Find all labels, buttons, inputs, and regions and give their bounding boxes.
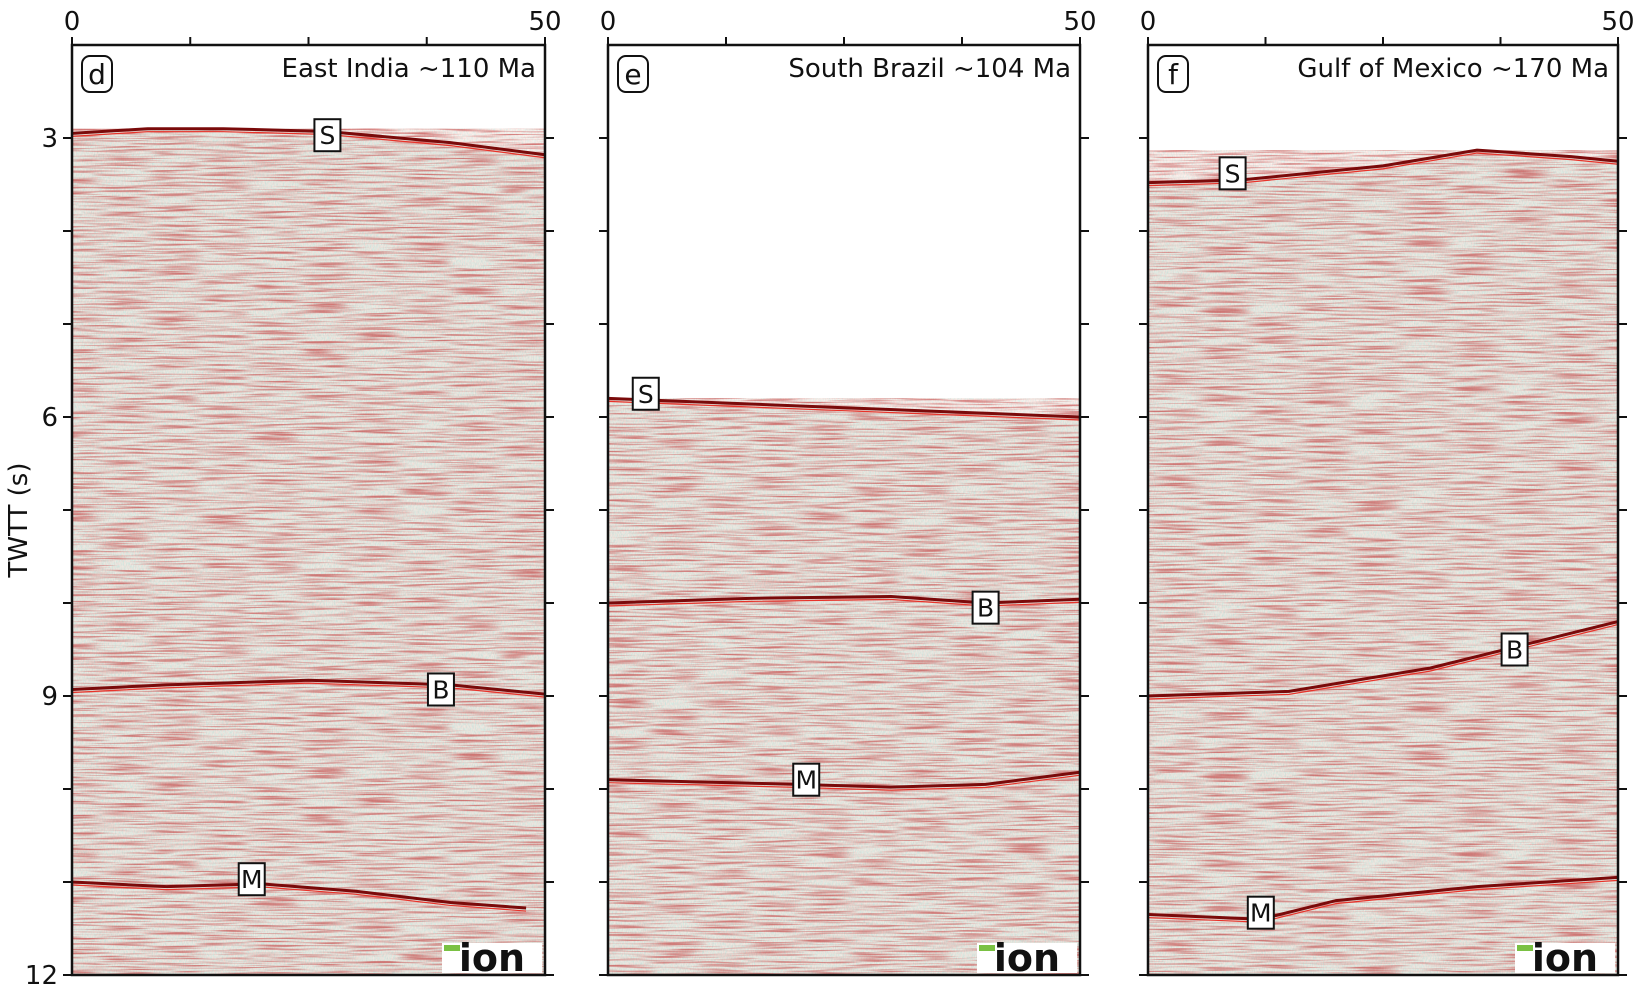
horizon-label-box	[1500, 632, 1529, 667]
horizon-label-box	[426, 672, 455, 707]
horizon-label-M: M	[795, 766, 817, 795]
seismic-reflectors	[72, 128, 545, 975]
panel-title: South Brazil ~104 Ma	[788, 54, 1071, 84]
panel-letter-box	[81, 55, 113, 93]
horizon-S-line	[607, 396, 1081, 419]
ion-logo: ion	[459, 936, 525, 980]
ion-logo-accent	[1517, 945, 1533, 951]
horizon-B-line-red	[607, 598, 1081, 607]
horizon-label-M: M	[1250, 899, 1272, 928]
y-tick-label: 3	[41, 124, 58, 154]
horizon-label-box	[1246, 895, 1275, 930]
horizon-M-line	[71, 880, 527, 910]
horizon-label-M: M	[241, 865, 263, 894]
horizon-M-line	[607, 770, 1081, 789]
x-tick-label: 50	[1601, 7, 1634, 37]
panel-title: East India ~110 Ma	[282, 54, 536, 84]
horizon-label-box	[792, 762, 821, 797]
horizon-B-line	[1147, 620, 1619, 698]
horizon-label-B: B	[432, 675, 449, 704]
horizon-S-line-red	[71, 131, 546, 159]
horizon-B-line-red	[1147, 624, 1619, 700]
horizon-B-line-red	[71, 682, 546, 698]
horizon-label-B: B	[1506, 636, 1523, 665]
x-tick-label: 50	[528, 7, 561, 37]
horizon-M-line-red	[71, 884, 527, 912]
horizon-label-S: S	[638, 380, 654, 409]
horizon-label-box	[313, 118, 342, 153]
panel-letter: e	[624, 58, 641, 91]
y-tick-label: 9	[41, 682, 58, 712]
ion-logo: ion	[1532, 936, 1598, 980]
horizon-label-box	[971, 590, 1000, 625]
panel-letter-box	[1157, 55, 1189, 93]
ion-logo-accent	[444, 945, 460, 951]
horizon-M-line-red	[607, 774, 1081, 791]
horizon-B-line	[607, 594, 1081, 605]
panel-letter: f	[1168, 58, 1179, 91]
horizon-S-line-red	[607, 400, 1081, 421]
y-tick-label: 12	[25, 961, 58, 991]
horizon-label-S: S	[319, 121, 335, 150]
panel-title: Gulf of Mexico ~170 Ma	[1297, 54, 1609, 84]
horizon-label-S: S	[1225, 159, 1241, 188]
seismic-reflectors	[1148, 150, 1618, 976]
panel-letter: d	[88, 58, 106, 91]
horizon-M-line	[1147, 875, 1619, 921]
horizon-label-B: B	[977, 594, 994, 623]
x-tick-label: 50	[1063, 7, 1096, 37]
x-tick-label: 0	[1140, 7, 1157, 37]
ion-logo-accent	[979, 945, 995, 951]
horizon-M-line-red	[1147, 879, 1619, 923]
x-tick-label: 0	[64, 7, 81, 37]
y-tick-label: 6	[41, 403, 58, 433]
horizon-label-box	[631, 376, 660, 411]
y-axis-label: TWTT (s)	[4, 463, 34, 579]
x-tick-label: 0	[600, 7, 617, 37]
horizon-label-box	[237, 862, 266, 897]
horizon-B-line	[71, 678, 546, 696]
ion-logo: ion	[994, 936, 1060, 980]
horizon-label-box	[1218, 156, 1247, 191]
panel-letter-box	[617, 55, 649, 93]
horizon-S-line	[71, 127, 546, 157]
seismic-reflectors	[608, 398, 1080, 975]
